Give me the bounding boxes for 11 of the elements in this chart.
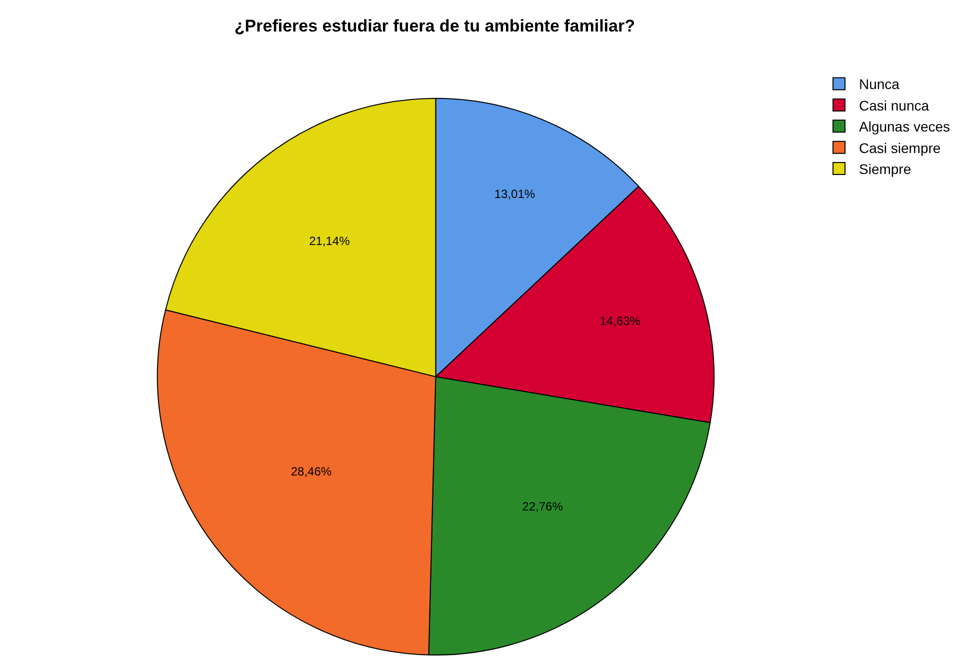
data-label: 28,46% [290, 464, 332, 479]
data-label: 21,14% [309, 234, 350, 248]
legend-label: Algunas veces [859, 118, 950, 135]
data-label: 14,63% [600, 314, 641, 328]
chart-title: ¿Prefieres estudiar fuera de tu ambiente familiar? [234, 16, 635, 36]
legend-label: Nunca [859, 76, 900, 92]
data-label: 13,01% [494, 186, 536, 201]
legend-label: Siempre [859, 161, 912, 178]
legend-label: Casi nunca [859, 97, 930, 114]
legend-label: Casi siempre [859, 140, 941, 156]
data-label: 22,76% [522, 499, 564, 514]
